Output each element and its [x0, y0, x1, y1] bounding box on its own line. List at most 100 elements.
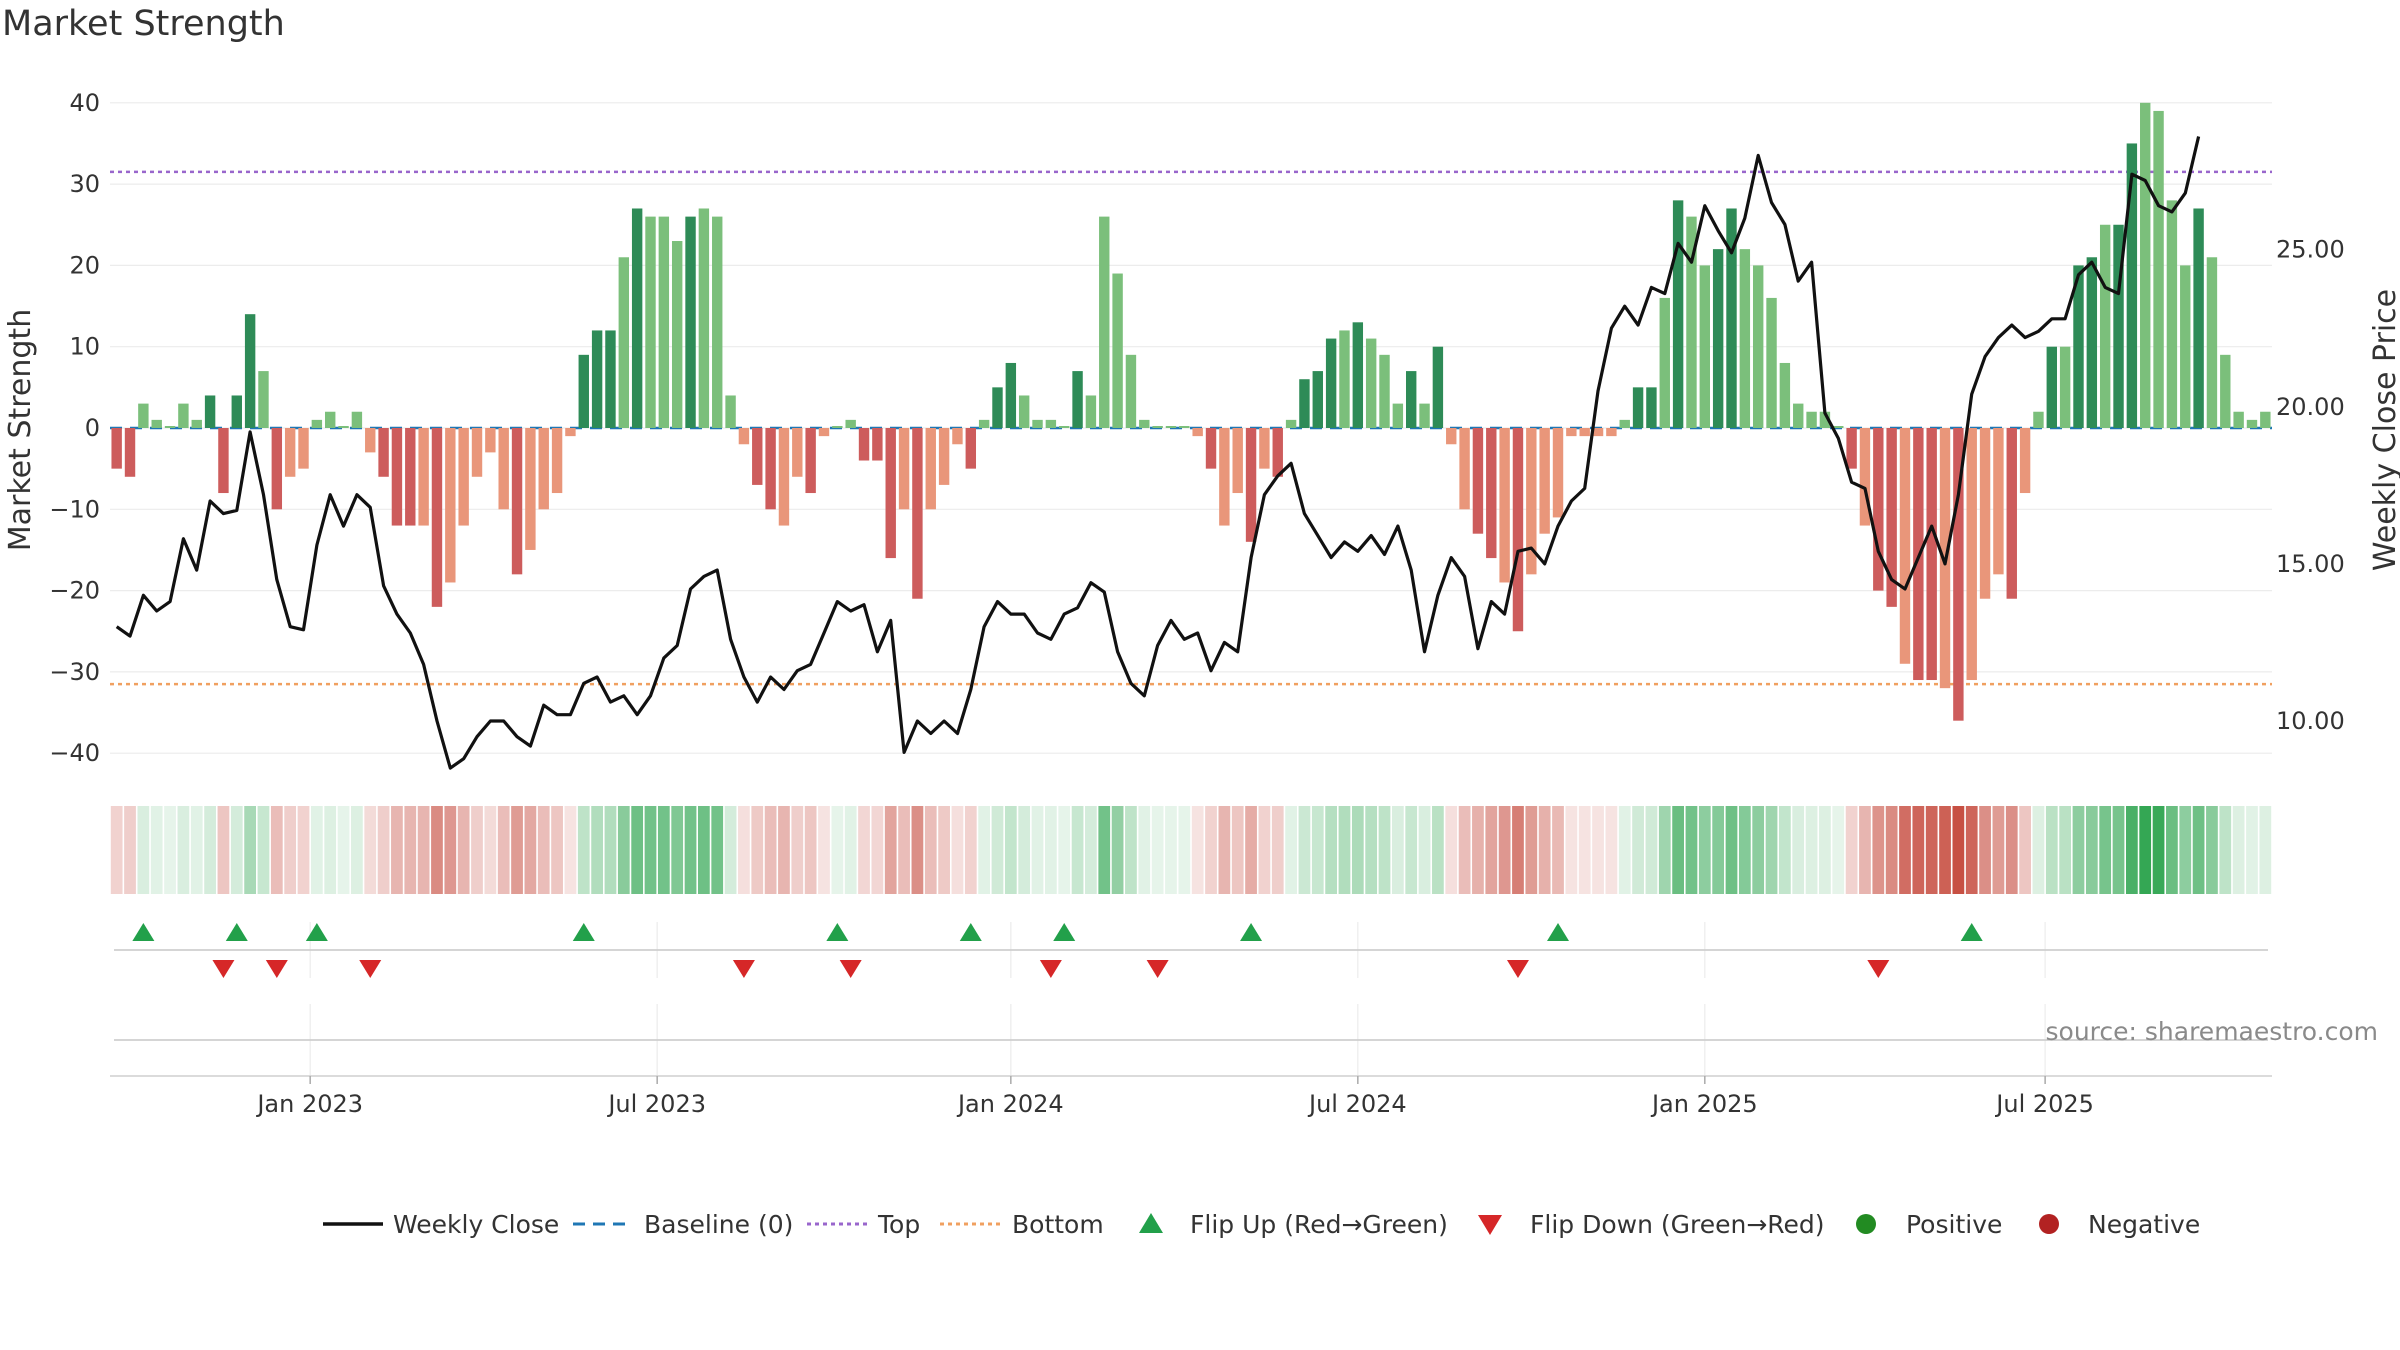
heat-cell	[1178, 806, 1191, 894]
strength-bar	[2180, 265, 2191, 428]
strength-bar	[378, 428, 389, 477]
strength-bar	[1312, 371, 1323, 428]
strength-bar	[2059, 346, 2071, 428]
strength-bar	[111, 428, 122, 469]
heat-cell	[898, 806, 910, 894]
heat-cell	[1111, 806, 1124, 894]
heat-cell	[724, 806, 737, 894]
flip-down-marker	[1039, 960, 1062, 978]
strength-bar	[418, 428, 429, 526]
strength-bar	[1752, 265, 1764, 428]
strength-bar	[124, 428, 136, 477]
strength-bar	[685, 216, 696, 428]
strength-bar	[2193, 208, 2204, 428]
strength-bar	[2153, 110, 2164, 429]
heat-cell	[2166, 806, 2178, 894]
strength-bar	[1993, 428, 2004, 575]
strength-bar	[2206, 257, 2218, 428]
strength-bar	[1619, 419, 1630, 428]
heat-cell	[1712, 806, 1725, 894]
heat-cell	[1044, 806, 1057, 894]
strength-bar	[1819, 411, 1831, 428]
y-left-tick-label: 30	[69, 170, 100, 198]
strength-bar	[1739, 249, 1751, 428]
strength-bar	[1005, 362, 1017, 428]
strength-bar	[1486, 428, 1497, 559]
x-tick-label: Jan 2025	[1650, 1090, 1758, 1118]
strength-bar	[244, 314, 256, 428]
heat-cell	[1618, 806, 1631, 894]
strength-bar	[1566, 428, 1577, 437]
strength-bar	[898, 428, 910, 510]
heat-cell	[1738, 806, 1751, 894]
strength-bar	[885, 428, 896, 559]
heat-cell	[978, 806, 991, 894]
flip-down-marker	[1146, 960, 1169, 978]
strength-bar	[1979, 428, 1991, 599]
strength-bar	[365, 428, 376, 453]
heat-cell	[1952, 806, 1965, 894]
flip-markers-panel	[114, 922, 2268, 978]
strength-bar	[2220, 354, 2231, 428]
strength-bar	[965, 428, 977, 469]
legend-label-baseline: Baseline (0)	[644, 1210, 793, 1239]
strength-bar	[925, 428, 936, 510]
heat-cell	[1325, 806, 1338, 894]
y-right-tick-label: 20.00	[2276, 393, 2345, 421]
heat-cell	[1351, 806, 1364, 894]
y-right-axis-title: Weekly Close Price	[2368, 289, 2400, 571]
strength-bar	[2260, 411, 2271, 428]
flip-up-marker	[305, 923, 328, 941]
strength-bar	[1552, 428, 1564, 518]
strength-bar	[1299, 379, 1310, 428]
y-right-tick-label: 10.00	[2276, 707, 2345, 735]
heat-cell	[684, 806, 697, 894]
strength-bar	[1325, 338, 1337, 428]
legend-item-top: Top	[807, 1210, 920, 1239]
strength-bar	[2140, 102, 2151, 429]
strength-bar	[2073, 265, 2084, 428]
heat-cell	[1271, 806, 1284, 894]
negative-dot-icon	[2039, 1214, 2059, 1234]
strength-bar	[858, 428, 870, 461]
strength-bar	[912, 428, 923, 599]
strength-bar	[525, 428, 536, 550]
flip-up-icon	[1139, 1213, 1163, 1233]
strength-bar	[351, 411, 363, 428]
strength-bar	[1205, 428, 1217, 469]
strength-bar	[565, 428, 576, 437]
heat-cell	[1752, 806, 1765, 894]
strength-bar	[952, 428, 963, 445]
heat-cell	[2179, 806, 2192, 894]
heat-cell	[351, 806, 363, 894]
heat-cell	[1672, 806, 1684, 894]
y-right-tick-label: 15.00	[2276, 550, 2345, 578]
heat-cell	[1819, 806, 1831, 894]
heat-cell	[217, 806, 230, 894]
strength-bar	[845, 419, 856, 428]
strength-heat-strip	[110, 806, 2272, 894]
y-left-tick-label: −40	[49, 739, 100, 767]
strength-bar	[1726, 208, 1737, 428]
heat-cell	[1965, 806, 1978, 894]
heat-cell	[1525, 806, 1538, 894]
flip-up-marker	[225, 923, 248, 941]
heat-cell	[1565, 806, 1578, 894]
legend-item-bottom: Bottom	[940, 1210, 1104, 1239]
heat-cell	[124, 806, 136, 894]
x-tick-label: Jan 2023	[255, 1090, 363, 1118]
strength-bar	[2246, 419, 2258, 428]
strength-bar	[1592, 428, 1604, 437]
chart-title: Market Strength	[2, 4, 285, 44]
strength-bar	[2126, 143, 2138, 428]
flip-down-marker	[1867, 960, 1890, 978]
strength-bar	[1526, 428, 1537, 575]
heat-cell	[1845, 806, 1858, 894]
heat-cell	[1445, 806, 1458, 894]
strength-bar	[1272, 428, 1283, 477]
strength-bar	[1392, 403, 1404, 428]
strength-bar	[471, 428, 483, 477]
weekly-close-line	[115, 136, 2201, 770]
strength-bar	[778, 428, 790, 526]
strength-bar	[2113, 224, 2124, 428]
